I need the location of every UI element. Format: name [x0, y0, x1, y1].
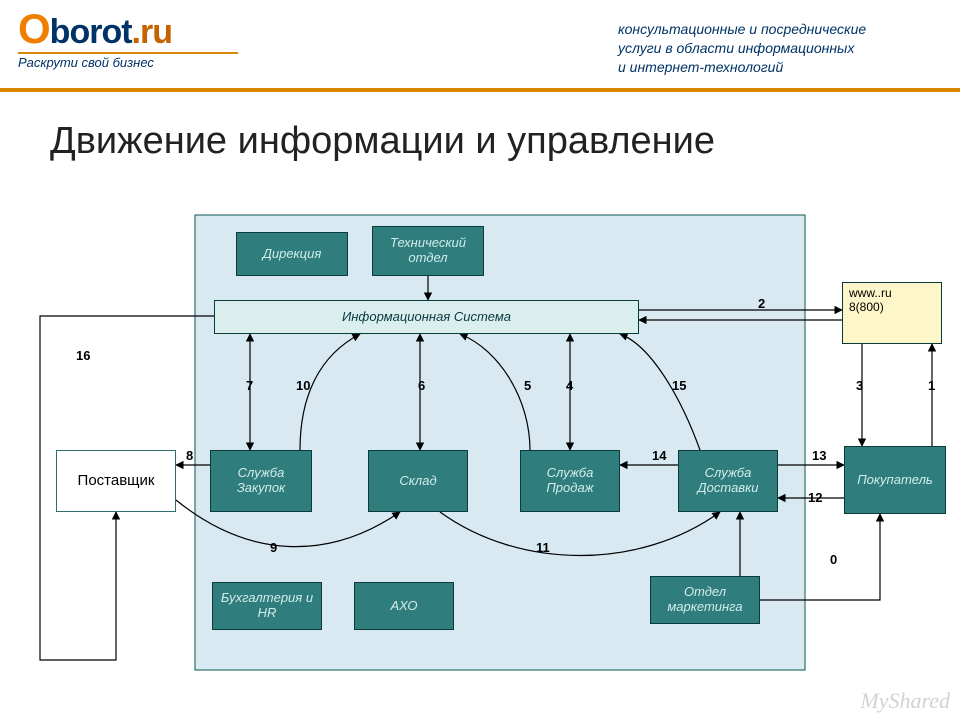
node-label: www..ru — [849, 287, 892, 301]
edge-label-15: 15 — [672, 378, 686, 393]
node-pokupatel: Покупатель — [844, 446, 946, 514]
node-postavshik: Поставщик — [56, 450, 176, 512]
page-title: Движение информации и управление — [50, 120, 715, 163]
node-label: Покупатель — [857, 473, 932, 488]
logo-o: O — [18, 5, 50, 52]
edge-label-8: 8 — [186, 448, 193, 463]
node-dostavki: Служба Доставки — [678, 450, 778, 512]
node-label: Служба Продаж — [527, 466, 613, 496]
node-site: www..ru8(800) — [842, 282, 942, 344]
node-infosys: Информационная Система — [214, 300, 639, 334]
header-right-line: и интернет-технологий — [618, 58, 938, 77]
header-right-line: консультационные и посреднические — [618, 20, 938, 39]
node-zakupok: Служба Закупок — [210, 450, 312, 512]
edge-label-16: 16 — [76, 348, 90, 363]
edge-label-13: 13 — [812, 448, 826, 463]
node-label: Служба Доставки — [685, 466, 771, 496]
node-label: Информационная Система — [342, 310, 511, 325]
edge-label-0: 0 — [830, 552, 837, 567]
edge-label-4: 4 — [566, 378, 573, 393]
edge-label-2: 2 — [758, 296, 765, 311]
node-label: Дирекция — [263, 247, 322, 262]
edge-label-3: 3 — [856, 378, 863, 393]
node-label: Бухгалтерия и HR — [219, 591, 315, 621]
node-marketing: Отдел маркетинга — [650, 576, 760, 624]
edge-label-11: 11 — [536, 540, 550, 555]
node-buh: Бухгалтерия и HR — [212, 582, 322, 630]
node-label: Отдел маркетинга — [657, 585, 753, 615]
edge-label-1: 1 — [928, 378, 935, 393]
node-aho: АХО — [354, 582, 454, 630]
edge-label-7: 7 — [246, 378, 253, 393]
logo-ext: .ru — [132, 13, 172, 51]
node-label: АХО — [390, 599, 417, 614]
node-label: Технический отдел — [379, 236, 477, 266]
watermark: MyShared — [860, 688, 950, 714]
logo-underline — [18, 52, 238, 54]
node-prodazh: Служба Продаж — [520, 450, 620, 512]
edges-layer — [0, 0, 960, 720]
node-label: Служба Закупок — [217, 466, 305, 496]
node-direkciya: Дирекция — [236, 232, 348, 276]
edge-label-12: 12 — [808, 490, 822, 505]
edge-label-5: 5 — [524, 378, 531, 393]
logo-rest: borot — [50, 13, 132, 51]
header-right-line: услуги в области информационных — [618, 39, 938, 58]
node-label: Склад — [399, 474, 436, 489]
edge-label-10: 10 — [296, 378, 310, 393]
node-label: 8(800) — [849, 301, 884, 315]
logo-tagline: Раскрути свой бизнес — [18, 56, 238, 69]
edge-label-6: 6 — [418, 378, 425, 393]
edge-label-14: 14 — [652, 448, 666, 463]
logo: Oborot.ru Раскрути свой бизнес — [18, 8, 238, 69]
node-label: Поставщик — [78, 472, 155, 489]
edge-label-9: 9 — [270, 540, 277, 555]
header-right: консультационные и посреднические услуги… — [618, 20, 938, 77]
node-sklad: Склад — [368, 450, 468, 512]
node-tekh: Технический отдел — [372, 226, 484, 276]
